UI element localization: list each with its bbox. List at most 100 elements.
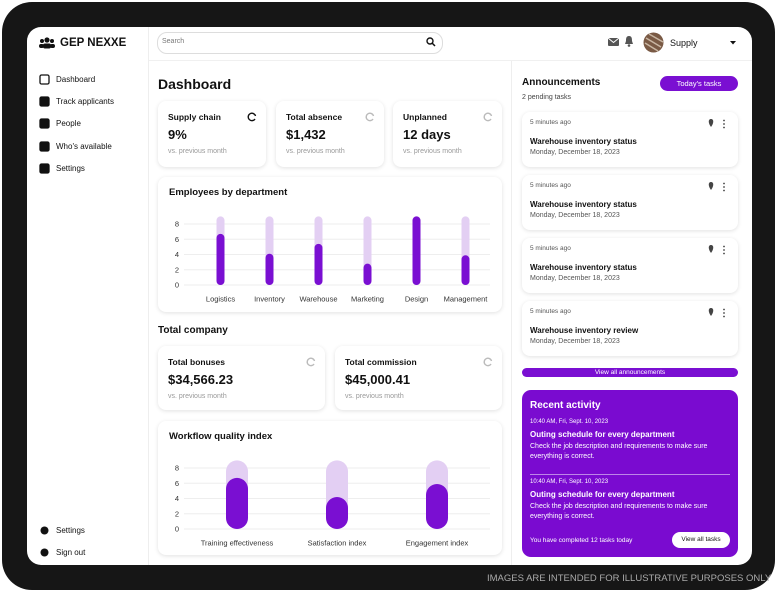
refresh-icon[interactable] <box>483 112 493 122</box>
nav-item[interactable]: Settings <box>56 526 85 535</box>
kpi-note: vs. previous month <box>286 148 345 155</box>
menu-dot <box>723 182 725 185</box>
search-box[interactable] <box>157 32 443 54</box>
activity-text: Check the job description and requiremen… <box>530 443 708 460</box>
kpi-label: Total bonuses <box>168 357 225 367</box>
refresh-icon[interactable] <box>247 112 257 122</box>
kpi-card: Total absence $1,432 vs. previous month <box>276 101 384 167</box>
icon-shape <box>40 548 49 557</box>
activity-footer: You have completed 12 tasks today <box>530 537 633 544</box>
kpi-label: Unplanned <box>403 112 447 122</box>
sidebar-divider <box>148 27 149 565</box>
menu-dot <box>723 189 725 192</box>
announcement-time: 5 minutes ago <box>530 119 571 126</box>
activity-item-title: Outing schedule for every department <box>530 430 675 439</box>
activity-time: 10:40 AM, Fri, Sept. 10, 2023 <box>530 479 609 485</box>
card-icons[interactable] <box>708 182 730 192</box>
kpi-label: Total absence <box>286 112 343 122</box>
announcement-date: Monday, December 18, 2023 <box>530 212 620 219</box>
user-name[interactable]: Supply <box>670 38 698 48</box>
announcement-title: Warehouse inventory status <box>530 137 637 146</box>
kpi-note: vs. previous month <box>168 393 227 400</box>
avatar[interactable] <box>643 32 664 53</box>
kpi-note: vs. previous month <box>168 148 227 155</box>
tasks-button[interactable]: Today's tasks <box>660 76 738 91</box>
icon-shape <box>483 112 493 122</box>
activity-box: Recent activity You have completed 12 ta… <box>522 390 738 557</box>
mail-icon[interactable] <box>608 38 619 46</box>
view-all-link[interactable]: View all announcements <box>522 368 738 377</box>
menu-dot <box>723 249 725 251</box>
refresh-icon[interactable] <box>306 357 316 367</box>
icon-shape <box>40 526 49 535</box>
menu-dot <box>723 186 725 188</box>
pin-icon <box>708 308 714 316</box>
menu-dot <box>723 252 725 255</box>
kpi-label: Total commission <box>345 357 417 367</box>
icon-shape <box>39 141 50 152</box>
icon-shape <box>483 357 493 367</box>
nav-item[interactable]: Settings <box>56 164 85 173</box>
kpi-card: Total bonuses $34,566.23 vs. previous mont… <box>158 346 325 410</box>
chart-title: Workflow quality index <box>169 431 273 442</box>
icon-shape <box>306 357 316 367</box>
y-tick-label: 4 <box>175 494 179 503</box>
nav-icon <box>39 96 50 107</box>
activity-time: 10:40 AM, Fri, Sept. 10, 2023 <box>530 419 609 425</box>
announcements-title: Announcements <box>522 77 601 88</box>
activity-item-title: Outing schedule for every department <box>530 490 675 499</box>
nav-item[interactable]: Track applicants <box>56 97 114 106</box>
section-title: Total company <box>158 325 228 336</box>
kpi-note: vs. previous month <box>345 393 404 400</box>
announcement-card[interactable]: 5 minutes ago Warehouse inventory status M… <box>522 175 738 230</box>
card-icons[interactable] <box>708 308 730 318</box>
kpi-note: vs. previous month <box>403 148 462 155</box>
announcement-title: Warehouse inventory review <box>530 326 639 335</box>
nav-item[interactable]: Sign out <box>56 548 86 557</box>
menu-dot <box>723 308 725 311</box>
announcement-title: Warehouse inventory status <box>530 200 637 209</box>
nav-icon <box>40 548 49 557</box>
chart: 0 2 4 6 8 Training effectiveness Satisfaction … <box>175 460 490 548</box>
search-icon[interactable] <box>426 37 436 47</box>
caret[interactable] <box>730 41 736 45</box>
y-tick-label: 8 <box>175 464 179 473</box>
announcement-card[interactable]: 5 minutes ago Warehouse inventory review M… <box>522 301 738 356</box>
kpi-value: $34,566.23 <box>168 372 234 387</box>
pin-icon <box>708 182 714 190</box>
nav-item[interactable]: Who's available <box>56 142 112 151</box>
chart-card: Workflow quality index 0 2 4 6 8 Training eff… <box>158 421 502 555</box>
x-tick-label: Logistics <box>206 295 235 304</box>
card-icons[interactable] <box>708 245 730 255</box>
nav-icon <box>39 141 50 152</box>
nav-icon <box>39 163 50 174</box>
announcement-card[interactable]: 5 minutes ago Warehouse inventory status M… <box>522 238 738 293</box>
nav-item[interactable]: People <box>56 119 81 128</box>
announcement-date: Monday, December 18, 2023 <box>530 149 620 156</box>
icon-shape <box>247 112 257 122</box>
kpi-value: $1,432 <box>286 127 326 142</box>
y-tick-label: 2 <box>175 509 179 518</box>
kpi-label: Supply chain <box>168 112 221 122</box>
disclaimer: IMAGES ARE INTENDED FOR ILLUSTRATIVE PUR… <box>487 573 772 584</box>
search-placeholder: Search <box>162 38 185 45</box>
y-tick-label: 6 <box>175 479 179 488</box>
pin-icon <box>708 119 714 127</box>
bar <box>426 484 448 529</box>
bar <box>226 477 248 529</box>
kpi-card: Supply chain 9% vs. previous month <box>158 101 266 167</box>
menu-dot <box>723 245 725 248</box>
activity-text: Check the job description and requiremen… <box>530 503 708 520</box>
announcement-card[interactable]: 5 minutes ago Warehouse inventory status M… <box>522 112 738 167</box>
bell-icon[interactable] <box>624 36 634 47</box>
refresh-icon[interactable] <box>365 112 375 122</box>
announcement-time: 5 minutes ago <box>530 308 571 315</box>
y-tick-label: 4 <box>175 250 179 259</box>
bar <box>265 253 274 285</box>
x-tick-label: Warehouse <box>299 295 337 304</box>
refresh-icon[interactable] <box>483 357 493 367</box>
card-icons[interactable] <box>708 119 730 129</box>
nav-item[interactable]: Dashboard <box>56 75 96 84</box>
view-tasks-button[interactable]: View all tasks <box>672 532 730 548</box>
x-tick-label: Training effectiveness <box>201 539 274 548</box>
